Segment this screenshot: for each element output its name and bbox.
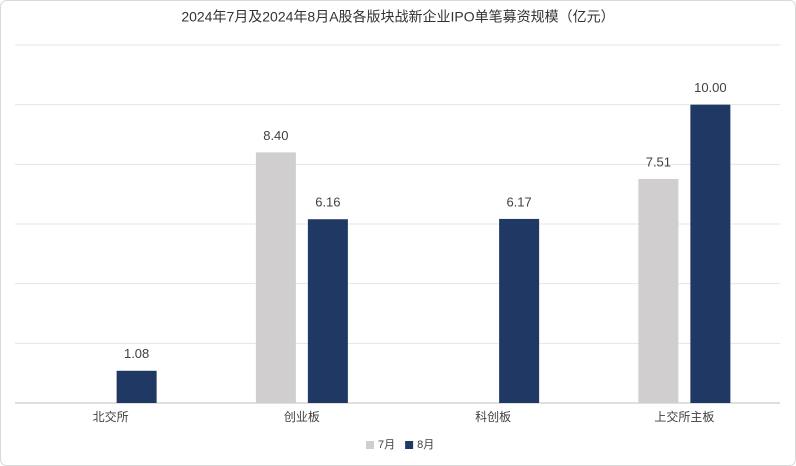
legend-swatch xyxy=(366,441,374,449)
legend-label: 8月 xyxy=(417,439,434,451)
x-tick-label: 创业板 xyxy=(284,410,320,424)
x-tick-label: 科创板 xyxy=(475,410,511,424)
bar xyxy=(499,218,540,403)
bar xyxy=(255,152,296,403)
value-label: 6.16 xyxy=(315,195,340,210)
chart-title: 2024年7月及2024年8月A股各版块战新企业IPO单笔募资规模（亿元） xyxy=(181,9,614,25)
bar xyxy=(116,370,157,403)
x-tick-label: 上交所主板 xyxy=(654,409,714,424)
value-label: 7.51 xyxy=(646,154,671,169)
x-tick-label: 北交所 xyxy=(93,409,129,424)
value-label: 10.00 xyxy=(694,80,727,95)
bar xyxy=(638,178,679,403)
legend-swatch xyxy=(405,441,414,449)
bar xyxy=(307,219,348,403)
value-label: 1.08 xyxy=(124,346,149,361)
bar xyxy=(690,104,731,404)
value-label: 8.40 xyxy=(263,128,288,143)
legend-label: 7月 xyxy=(378,439,395,451)
value-label: 6.17 xyxy=(506,194,531,209)
